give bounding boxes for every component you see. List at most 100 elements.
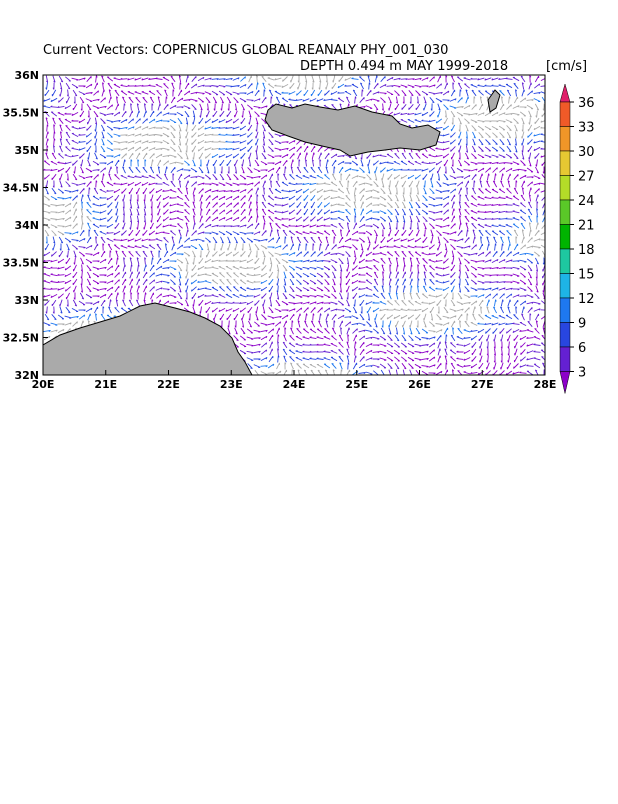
current-vector (120, 174, 128, 179)
current-vector (137, 264, 140, 272)
current-vector (136, 152, 141, 160)
current-vector (486, 299, 490, 307)
current-vector (65, 306, 71, 314)
current-vector (380, 292, 386, 300)
current-vector (381, 285, 385, 293)
current-vector (408, 180, 414, 188)
current-vector (241, 313, 245, 321)
colorbar-label: 24 (578, 194, 595, 209)
current-vector (65, 76, 71, 82)
current-vector (442, 99, 450, 102)
current-vector (540, 342, 545, 347)
current-vector (477, 119, 485, 123)
current-vector (337, 252, 345, 256)
subtitle: DEPTH 0.494 m MAY 1999-2018 (300, 59, 508, 74)
current-vector (310, 208, 316, 216)
current-vector (331, 173, 337, 181)
current-vector (479, 243, 484, 251)
current-vector (296, 327, 302, 334)
current-vector (310, 236, 316, 243)
current-vector (500, 299, 504, 307)
current-vector (450, 132, 456, 138)
current-vector (150, 208, 153, 216)
current-vector (128, 299, 134, 307)
current-vector (205, 237, 211, 243)
current-vector (408, 201, 414, 209)
current-vector (141, 140, 149, 144)
current-vector (484, 281, 492, 284)
current-vector (240, 251, 246, 257)
current-vector (380, 97, 386, 103)
current-vector (394, 320, 399, 328)
current-vector (267, 154, 275, 159)
current-vector (513, 229, 519, 237)
current-vector (540, 190, 545, 193)
current-vector (72, 271, 78, 279)
current-vector (274, 84, 282, 87)
current-vector (394, 90, 400, 96)
current-vector (248, 159, 252, 167)
current-vector (535, 222, 539, 230)
current-vector (50, 218, 58, 221)
current-vector (94, 306, 99, 314)
current-vector (136, 208, 140, 216)
current-vector (386, 153, 394, 159)
current-vector (379, 308, 387, 312)
current-vector (134, 181, 142, 187)
current-vector (283, 369, 288, 375)
current-vector (470, 84, 478, 88)
current-vector (107, 202, 113, 208)
current-vector (471, 195, 477, 201)
current-vector (366, 306, 372, 314)
current-vector (211, 133, 219, 136)
current-vector (429, 271, 435, 278)
current-vector (388, 96, 392, 104)
current-vector (246, 280, 254, 284)
current-vector (498, 281, 506, 284)
current-vector (540, 182, 545, 185)
current-vector (58, 250, 64, 258)
current-vector (324, 152, 330, 160)
current-vector (64, 189, 72, 193)
current-vector (401, 180, 407, 188)
current-vector (122, 194, 126, 202)
current-vector (534, 83, 541, 89)
current-vector (513, 363, 519, 369)
current-vector (498, 224, 506, 228)
current-vector (416, 320, 419, 328)
current-vector (199, 250, 202, 258)
current-vector (282, 264, 288, 272)
current-vector (234, 327, 238, 335)
current-vector (255, 250, 258, 258)
current-vector (512, 251, 520, 257)
current-vector (457, 292, 463, 300)
current-vector (527, 307, 533, 313)
current-vector (295, 216, 303, 222)
current-vector (169, 119, 177, 124)
current-vector (515, 306, 518, 314)
current-vector (289, 335, 295, 341)
current-vector (317, 307, 323, 313)
current-vector (199, 103, 203, 111)
current-vector (255, 306, 259, 314)
current-vector (155, 238, 163, 242)
current-vector (192, 159, 196, 167)
current-vector (423, 96, 427, 104)
current-vector (246, 237, 254, 243)
current-vector (535, 264, 539, 272)
current-vector (311, 152, 315, 160)
current-vector (246, 294, 254, 297)
current-vector (185, 257, 189, 265)
current-vector (359, 250, 364, 258)
current-vector (520, 272, 526, 278)
current-vector (225, 140, 233, 143)
current-vector (345, 271, 351, 279)
current-vector (436, 362, 442, 370)
current-vector (310, 145, 316, 153)
current-vector (136, 103, 140, 111)
current-vector (142, 278, 148, 286)
current-vector (414, 168, 422, 171)
current-vector (435, 266, 443, 269)
current-vector (211, 126, 219, 129)
current-vector (505, 314, 513, 320)
